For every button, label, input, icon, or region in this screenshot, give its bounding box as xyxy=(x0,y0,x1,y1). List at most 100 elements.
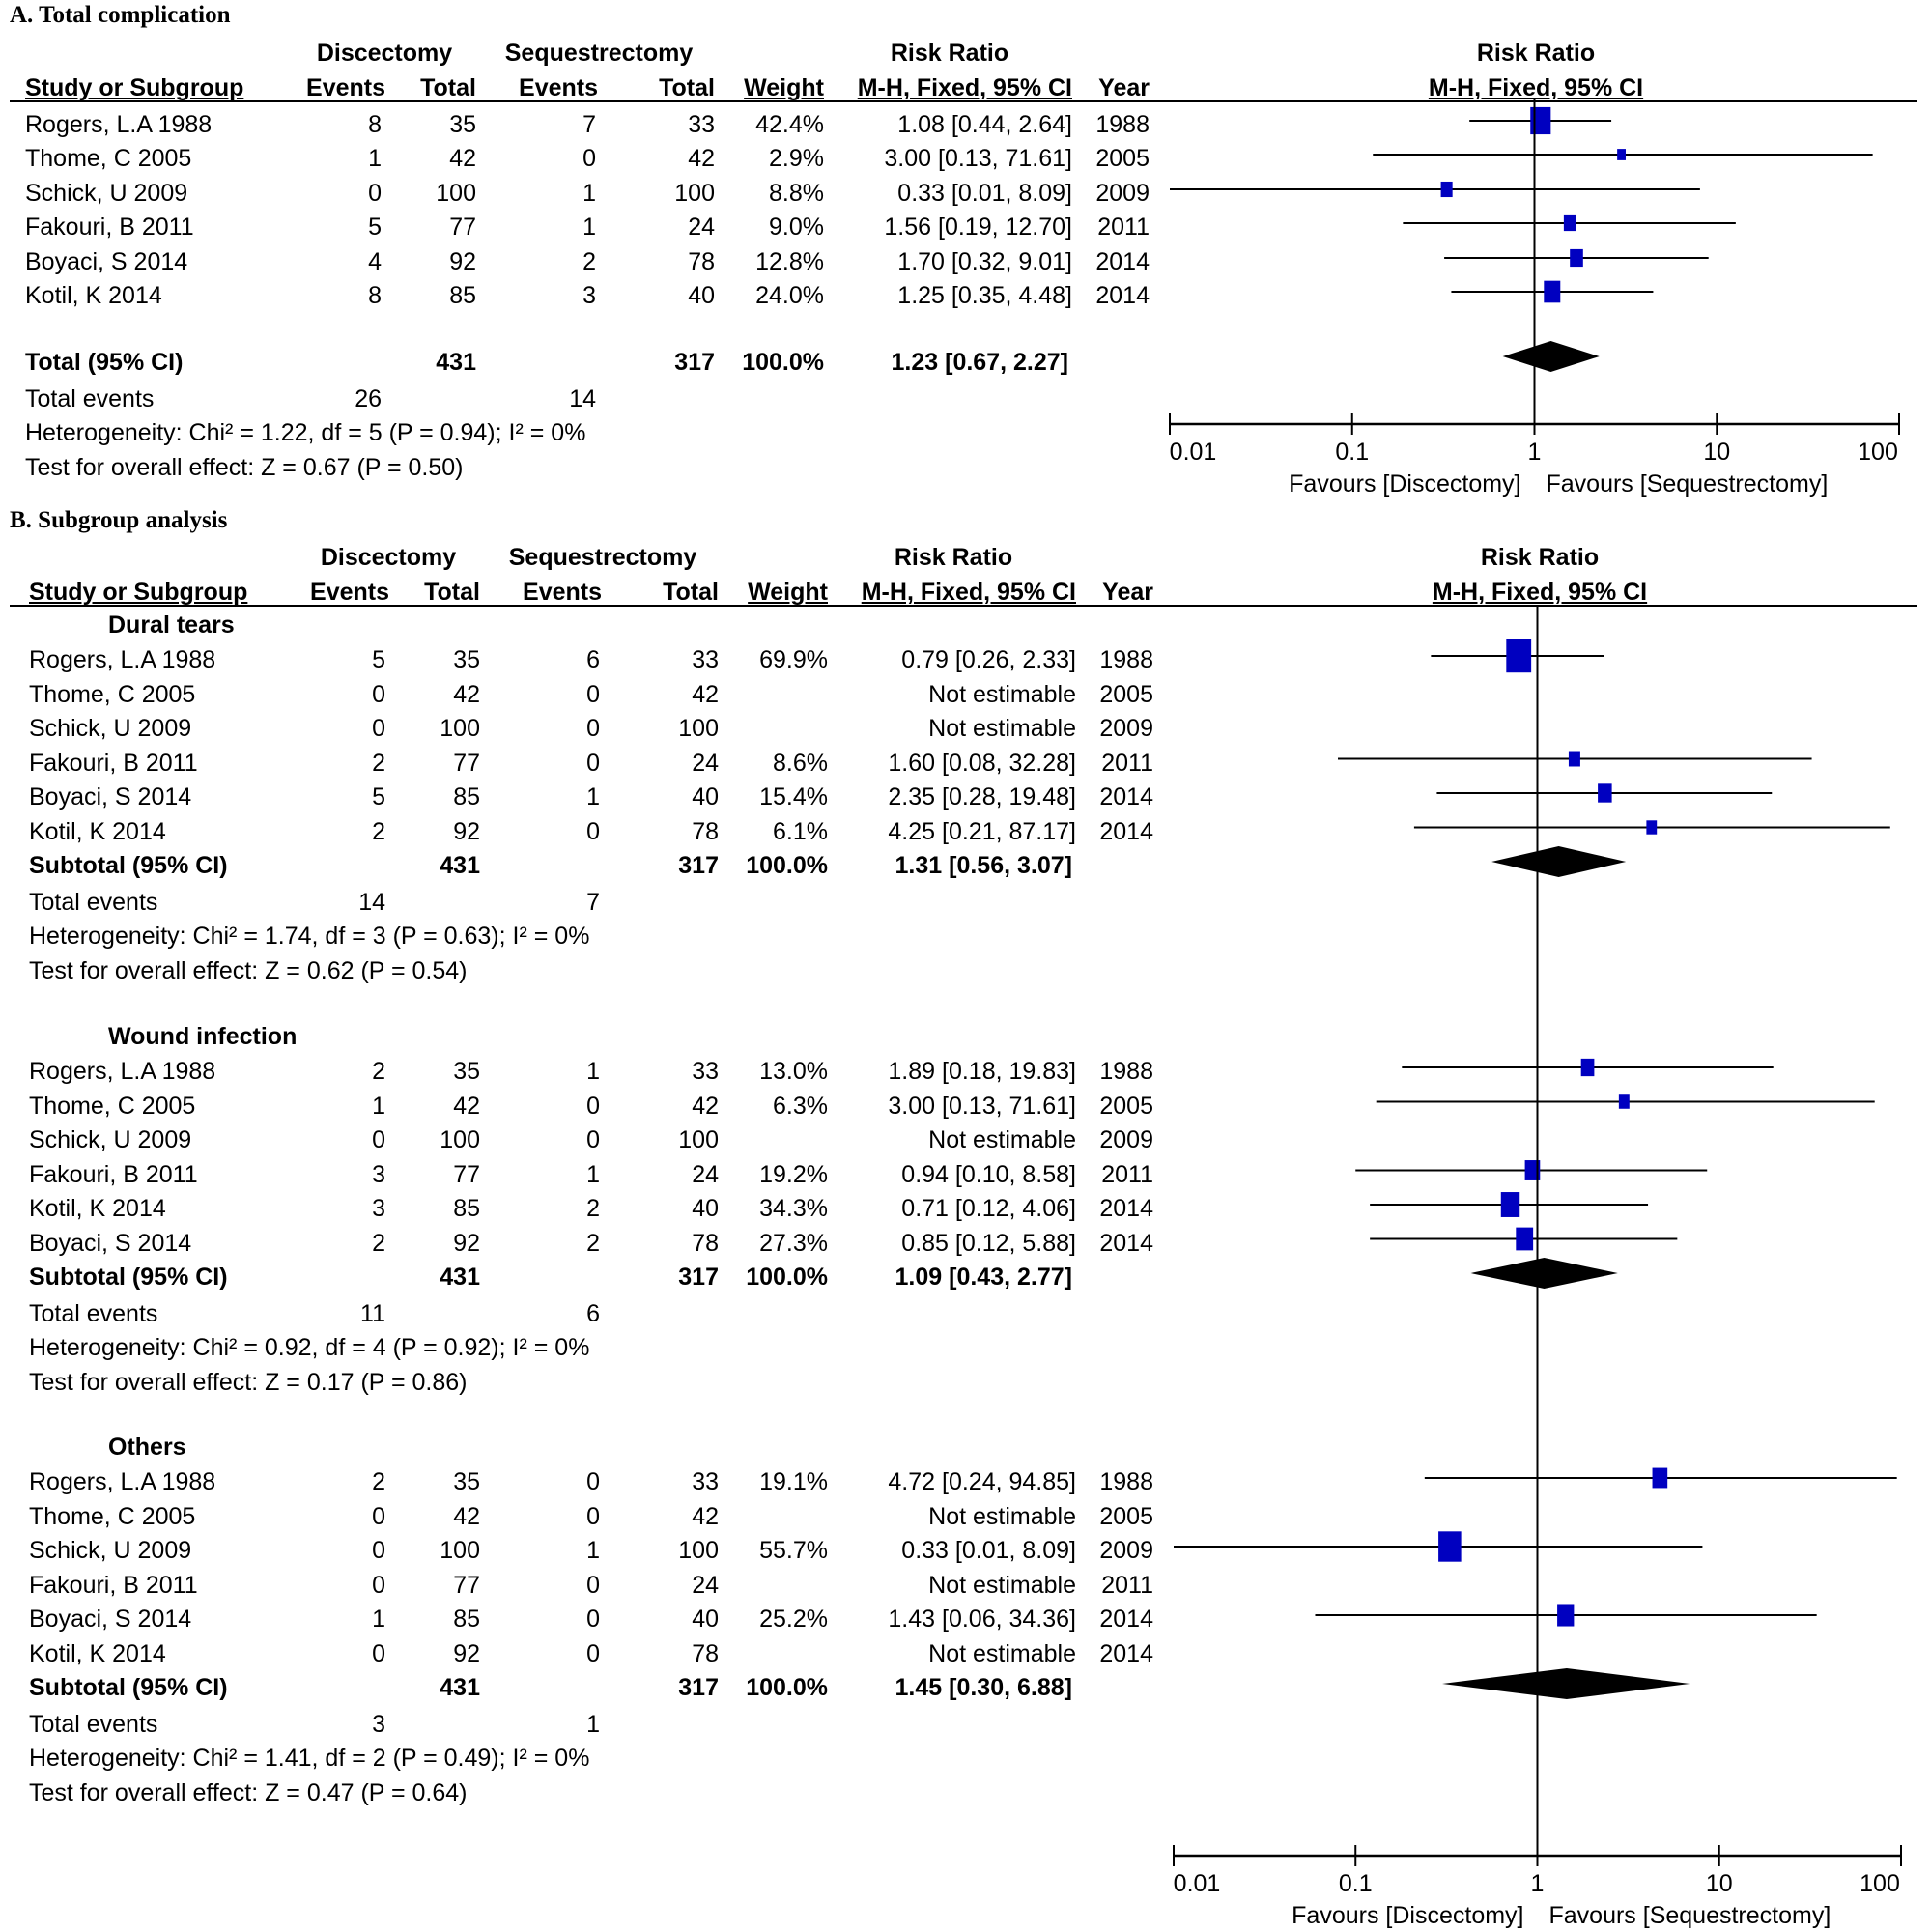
study-name: Kotil, K 2014 xyxy=(29,1195,166,1222)
study-marker xyxy=(1568,751,1580,767)
weight: 6.1% xyxy=(773,817,828,845)
risk-ratio-ci: 1.56 [0.19, 12.70] xyxy=(884,213,1072,241)
disc-events: 2 xyxy=(372,1229,385,1257)
year: 1988 xyxy=(1099,646,1153,673)
year: 2005 xyxy=(1095,145,1150,172)
study-name: Thome, C 2005 xyxy=(29,680,196,708)
risk-ratio-ci: Not estimable xyxy=(928,715,1076,742)
risk-ratio-ci: 0.85 [0.12, 5.88] xyxy=(901,1229,1076,1257)
year: 2005 xyxy=(1099,1502,1153,1530)
col-plot-ci: M-H, Fixed, 95% CI xyxy=(1428,74,1644,101)
overall-effect-text: Test for overall effect: Z = 0.62 (P = 0… xyxy=(29,957,468,984)
seq-total: 40 xyxy=(692,783,719,810)
risk-ratio-ci: 1.89 [0.18, 19.83] xyxy=(888,1058,1076,1085)
disc-events: 1 xyxy=(368,145,382,172)
disc-total: 35 xyxy=(453,1058,480,1085)
seq-total-sum: 317 xyxy=(678,1674,719,1701)
total-ci: 1.23 [0.67, 2.27] xyxy=(891,349,1068,376)
disc-events: 5 xyxy=(372,783,385,810)
year: 2014 xyxy=(1095,248,1150,275)
study-marker xyxy=(1652,1467,1668,1489)
disc-total-sum: 431 xyxy=(440,1674,480,1701)
col-seq-total: Total xyxy=(659,74,715,101)
col-weight: Weight xyxy=(748,579,828,606)
seq-total: 42 xyxy=(692,1502,719,1530)
seq-total: 40 xyxy=(692,1605,719,1633)
study-name: Fakouri, B 2011 xyxy=(29,1571,198,1599)
col-disc-events: Events xyxy=(306,74,385,101)
weight: 13.0% xyxy=(759,1058,828,1085)
total-events-label: Total events xyxy=(29,889,158,916)
disc-total: 85 xyxy=(449,282,476,309)
study-name: Boyaci, S 2014 xyxy=(29,1605,192,1633)
total-events-label: Total events xyxy=(29,1711,158,1738)
study-marker xyxy=(1646,820,1658,835)
seq-events: 6 xyxy=(586,646,600,673)
seq-events: 0 xyxy=(586,680,600,708)
study-name: Kotil, K 2014 xyxy=(25,282,162,309)
disc-total: 92 xyxy=(453,1639,480,1667)
year: 2009 xyxy=(1099,1126,1153,1153)
disc-total: 100 xyxy=(440,715,480,742)
risk-ratio-ci: 4.25 [0.21, 87.17] xyxy=(888,817,1076,845)
seq-total: 33 xyxy=(688,111,715,138)
year: 2011 xyxy=(1101,749,1153,777)
seq-total-sum: 317 xyxy=(674,349,715,376)
total-events-seq: 14 xyxy=(569,385,596,412)
risk-ratio-ci: 0.79 [0.26, 2.33] xyxy=(901,646,1076,673)
col-ci: M-H, Fixed, 95% CI xyxy=(861,579,1076,606)
total-label: Subtotal (95% CI) xyxy=(29,1674,228,1701)
disc-events: 2 xyxy=(372,749,385,777)
heterogeneity-text: Heterogeneity: Chi² = 1.41, df = 2 (P = … xyxy=(29,1745,590,1772)
disc-events: 2 xyxy=(372,1468,385,1495)
summary-diamond xyxy=(1491,846,1627,877)
disc-total: 85 xyxy=(453,1605,480,1633)
disc-events: 4 xyxy=(368,248,382,275)
disc-total: 85 xyxy=(453,1195,480,1222)
disc-events: 2 xyxy=(372,817,385,845)
col-year: Year xyxy=(1098,74,1150,101)
study-name: Schick, U 2009 xyxy=(25,180,188,207)
header-plot-risk-ratio: Risk Ratio xyxy=(1476,40,1596,67)
seq-events: 0 xyxy=(586,1571,600,1599)
weight: 19.1% xyxy=(759,1468,828,1495)
disc-total: 77 xyxy=(453,749,480,777)
weight: 9.0% xyxy=(769,213,824,241)
weight: 12.8% xyxy=(755,248,824,275)
heterogeneity-text: Heterogeneity: Chi² = 0.92, df = 4 (P = … xyxy=(29,1334,590,1361)
disc-events: 2 xyxy=(372,1058,385,1085)
weight: 42.4% xyxy=(755,111,824,138)
study-marker xyxy=(1506,639,1532,673)
subgroup-heading: Dural tears xyxy=(108,611,235,639)
col-ci: M-H, Fixed, 95% CI xyxy=(857,74,1072,101)
favours-left-label: Favours [Discectomy] xyxy=(1289,470,1521,497)
heterogeneity-text: Heterogeneity: Chi² = 1.22, df = 5 (P = … xyxy=(25,419,586,446)
disc-total-sum: 431 xyxy=(440,852,480,879)
total-weight: 100.0% xyxy=(746,1264,828,1291)
panel-a-title: A. Total complication xyxy=(10,2,231,28)
seq-events: 7 xyxy=(582,111,596,138)
seq-total: 78 xyxy=(692,1229,719,1257)
seq-total: 33 xyxy=(692,1058,719,1085)
disc-events: 0 xyxy=(372,1639,385,1667)
year: 2014 xyxy=(1099,1195,1153,1222)
total-events-seq: 1 xyxy=(586,1711,600,1738)
seq-total: 100 xyxy=(678,715,719,742)
col-weight: Weight xyxy=(744,74,824,101)
x-tick-label: 0.01 xyxy=(1169,439,1217,466)
disc-total: 92 xyxy=(449,248,476,275)
weight: 8.8% xyxy=(769,180,824,207)
study-marker xyxy=(1438,1531,1462,1562)
seq-events: 1 xyxy=(582,213,596,241)
year: 2009 xyxy=(1099,1537,1153,1564)
risk-ratio-ci: 1.43 [0.06, 34.36] xyxy=(888,1605,1076,1633)
total-weight: 100.0% xyxy=(742,349,824,376)
x-tick-label: 100 xyxy=(1860,1870,1900,1897)
seq-events: 0 xyxy=(586,1639,600,1667)
study-name: Kotil, K 2014 xyxy=(29,817,166,845)
disc-total: 92 xyxy=(453,1229,480,1257)
weight: 27.3% xyxy=(759,1229,828,1257)
col-study-or-subgroup: Study or Subgroup xyxy=(29,579,248,606)
disc-events: 5 xyxy=(372,646,385,673)
